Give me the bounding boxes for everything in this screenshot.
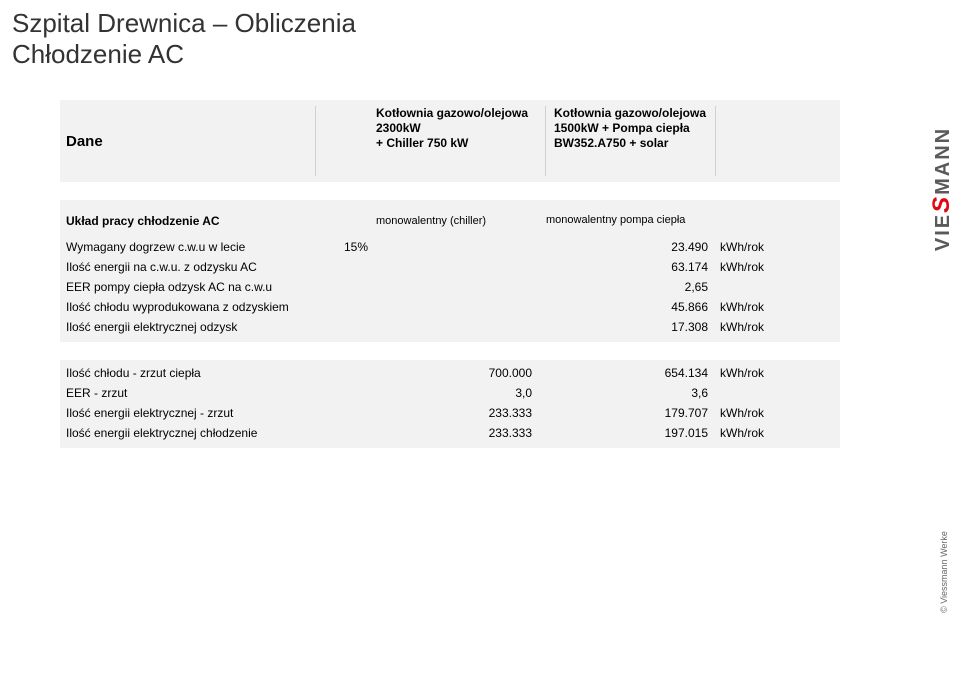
- ac-system-block: Układ pracy chłodzenie AC monowalentny (…: [60, 200, 840, 342]
- row-unit: kWh/rok: [716, 426, 796, 440]
- table-row: Ilość energii elektrycznej chłodzenie 233…: [66, 424, 834, 444]
- header-row: Dane Kotłownia gazowo/olejowa 2300kW + C…: [66, 104, 834, 178]
- page-title: Szpital Drewnica – Obliczenia Chłodzenie…: [12, 8, 356, 70]
- row-unit: kWh/rok: [716, 320, 796, 334]
- row-label: Ilość energii elektrycznej - zrzut: [66, 406, 316, 420]
- title-line1: Szpital Drewnica – Obliczenia: [12, 8, 356, 38]
- ac-col-b: monowalentny pompa ciepła: [546, 214, 716, 227]
- row-value-b: 23.490: [546, 240, 716, 254]
- row-value-b: 2,65: [546, 280, 716, 294]
- row-value-b: 654.134: [546, 366, 716, 380]
- viessmann-logo: VIESMANN: [928, 127, 956, 251]
- table-row: Ilość energii elektrycznej odzysk 17.308k…: [66, 318, 834, 338]
- column-a-header: Kotłownia gazowo/olejowa 2300kW + Chille…: [376, 106, 546, 176]
- row-value-b: 3,6: [546, 386, 716, 400]
- ac-section-row: Układ pracy chłodzenie AC monowalentny (…: [66, 204, 834, 238]
- title-line2: Chłodzenie AC: [12, 39, 184, 69]
- ac-col-a: monowalentny (chiller): [376, 215, 546, 227]
- row-label: EER - zrzut: [66, 386, 316, 400]
- dane-label: Dane: [66, 106, 316, 176]
- table-row: Ilość energii na c.w.u. z odzysku AC 63.1…: [66, 258, 834, 278]
- brand-rest: MANN: [932, 127, 954, 195]
- brand-prefix: VIE: [932, 213, 954, 251]
- table-row: EER - zrzut 3,03,6: [66, 384, 834, 404]
- row-value-a: 233.333: [376, 426, 546, 440]
- row-label: Ilość energii elektrycznej odzysk: [66, 320, 316, 334]
- brand-s: S: [928, 195, 955, 213]
- rows2-container: Ilość chłodu - zrzut ciepła 700.000654.13…: [66, 364, 834, 444]
- row-unit: kWh/rok: [716, 260, 796, 274]
- row-label: EER pompy ciepła odzysk AC na c.w.u: [66, 280, 316, 294]
- zrzut-block: Ilość chłodu - zrzut ciepła 700.000654.13…: [60, 360, 840, 448]
- row-value-a: 700.000: [376, 366, 546, 380]
- table-row: EER pompy ciepła odzysk AC na c.w.u 2,65: [66, 278, 834, 298]
- row-value-b: 179.707: [546, 406, 716, 420]
- row-value-a: 3,0: [376, 386, 546, 400]
- row-label: Ilość chłodu wyprodukowana z odzyskiem: [66, 300, 316, 314]
- row-label: Ilość energii elektrycznej chłodzenie: [66, 426, 316, 440]
- row-value-b: 17.308: [546, 320, 716, 334]
- row-value-b: 63.174: [546, 260, 716, 274]
- table-row: Ilość chłodu - zrzut ciepła 700.000654.13…: [66, 364, 834, 384]
- row-value-a: 233.333: [376, 406, 546, 420]
- row-label: Wymagany dogrzew c.w.u w lecie: [66, 240, 316, 254]
- table-row: Ilość chłodu wyprodukowana z odzyskiem 45…: [66, 298, 834, 318]
- row-unit: kWh/rok: [716, 406, 796, 420]
- row-label: Ilość energii na c.w.u. z odzysku AC: [66, 260, 316, 274]
- row-unit: kWh/rok: [716, 300, 796, 314]
- ac-section-label: Układ pracy chłodzenie AC: [66, 214, 316, 228]
- row-percent: 15%: [316, 240, 376, 254]
- table-row: Wymagany dogrzew c.w.u w lecie15% 23.490k…: [66, 238, 834, 258]
- row-unit: kWh/rok: [716, 240, 796, 254]
- side-branding: VIESMANN © Viessmann Werke: [913, 0, 959, 685]
- table-row: Ilość energii elektrycznej - zrzut 233.33…: [66, 404, 834, 424]
- row-value-b: 197.015: [546, 426, 716, 440]
- content-area: Dane Kotłownia gazowo/olejowa 2300kW + C…: [60, 100, 840, 466]
- rows1-container: Wymagany dogrzew c.w.u w lecie15%23.490k…: [66, 238, 834, 338]
- copyright-text: © Viessmann Werke: [939, 531, 949, 613]
- row-unit: kWh/rok: [716, 366, 796, 380]
- dane-header-block: Dane Kotłownia gazowo/olejowa 2300kW + C…: [60, 100, 840, 182]
- row-label: Ilość chłodu - zrzut ciepła: [66, 366, 316, 380]
- row-value-b: 45.866: [546, 300, 716, 314]
- column-b-header: Kotłownia gazowo/olejowa 1500kW + Pompa …: [546, 106, 716, 176]
